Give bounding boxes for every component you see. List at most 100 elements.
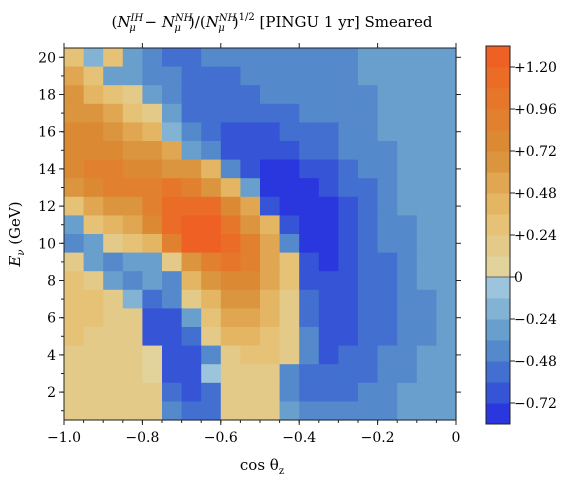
heatmap-cell: [338, 364, 359, 384]
colorbar-tick-label: +1.20: [514, 60, 557, 76]
heatmap-cell: [299, 66, 320, 86]
colorbar-band: [486, 235, 510, 257]
heatmap-cell: [279, 364, 300, 384]
heatmap-cell: [142, 345, 163, 365]
heatmap-cell: [318, 345, 339, 365]
y-axis-ticks: 2 4 6 8 10 12 14 16 18 20: [38, 50, 461, 412]
heatmap-cell: [201, 289, 222, 309]
heatmap-cell: [103, 252, 124, 272]
heatmap-cell: [181, 178, 202, 198]
heatmap-cell: [142, 178, 163, 198]
heatmap-cell: [397, 401, 418, 421]
heatmap-cell: [318, 327, 339, 347]
heatmap-cell: [220, 66, 241, 86]
heatmap-cell: [279, 103, 300, 123]
heatmap-cell: [103, 66, 124, 86]
heatmap-cell: [122, 252, 143, 272]
colorbar-tick-label: +0.96: [514, 102, 557, 118]
heatmap-cell: [358, 234, 379, 254]
heatmap-cell: [220, 215, 241, 235]
heatmap-cell: [318, 122, 339, 142]
heatmap-cell: [122, 215, 143, 235]
heatmap-cell: [162, 103, 183, 123]
heatmap-cell: [240, 48, 261, 68]
heatmap-cell: [279, 196, 300, 216]
heatmap-cell: [181, 252, 202, 272]
heatmap-cell: [377, 234, 398, 254]
colorbar-band: [486, 403, 510, 425]
heatmap-cell: [201, 327, 222, 347]
heatmap-cell: [338, 345, 359, 365]
heatmap-cell: [142, 252, 163, 272]
heatmap-cell: [338, 48, 359, 68]
heatmap-cell: [436, 401, 457, 421]
heatmap-cell: [279, 252, 300, 272]
heatmap-cell: [220, 289, 241, 309]
heatmap-cell: [318, 141, 339, 161]
heatmap-cell: [64, 178, 85, 198]
heatmap-cell: [122, 327, 143, 347]
heatmap-cell: [201, 271, 222, 291]
heatmap-cell: [299, 345, 320, 365]
heatmap-cell: [260, 103, 281, 123]
heatmap-cell: [416, 364, 437, 384]
y-tick-label: 8: [47, 274, 56, 290]
heatmap-cell: [103, 327, 124, 347]
heatmap-cell: [397, 122, 418, 142]
heatmap-cell: [162, 66, 183, 86]
x-tick-label: −0.2: [361, 430, 395, 446]
heatmap-cell: [318, 103, 339, 123]
heatmap-cell: [318, 382, 339, 402]
heatmap-cell: [240, 103, 261, 123]
heatmap-cell: [299, 215, 320, 235]
heatmap-cell: [122, 141, 143, 161]
heatmap-cell: [220, 85, 241, 105]
heatmap-cell: [103, 196, 124, 216]
heatmap-cell: [377, 401, 398, 421]
heatmap-cell: [201, 382, 222, 402]
heatmap-cell: [162, 327, 183, 347]
heatmap-cell: [64, 122, 85, 142]
heatmap-cell: [83, 141, 104, 161]
heatmap-cell: [162, 141, 183, 161]
heatmap-cell: [358, 85, 379, 105]
heatmap-cell: [260, 271, 281, 291]
heatmap-cell: [142, 215, 163, 235]
heatmap-cell: [240, 141, 261, 161]
heatmap-cell: [240, 159, 261, 179]
heatmap-cell: [416, 66, 437, 86]
heatmap-cell: [220, 271, 241, 291]
heatmap-cell: [358, 103, 379, 123]
heatmap-cell: [201, 85, 222, 105]
heatmap-cell: [220, 308, 241, 328]
heatmap-cell: [142, 327, 163, 347]
colorbar-band: [486, 172, 510, 194]
y-tick-label: 20: [38, 50, 56, 66]
colorbar-band: [486, 193, 510, 215]
heatmap-cell: [260, 122, 281, 142]
heatmap-cell: [338, 401, 359, 421]
heatmap-cell: [436, 308, 457, 328]
heatmap-cell: [377, 85, 398, 105]
heatmap-cell: [299, 122, 320, 142]
heatmap-cell: [299, 252, 320, 272]
heatmap-cell: [299, 289, 320, 309]
heatmap-cell: [122, 382, 143, 402]
heatmap-cell: [122, 178, 143, 198]
heatmap-cell: [318, 215, 339, 235]
heatmap-cell: [318, 234, 339, 254]
heatmap-cell: [397, 345, 418, 365]
heatmap-cell: [181, 85, 202, 105]
heatmap-cell: [318, 271, 339, 291]
y-tick-label: 4: [47, 348, 56, 364]
heatmap-cell: [377, 159, 398, 179]
heatmap-cell: [436, 141, 457, 161]
heatmap-cell: [299, 159, 320, 179]
heatmap-cell: [122, 289, 143, 309]
heatmap-cell: [162, 159, 183, 179]
heatmap-cell: [142, 103, 163, 123]
heatmap-cell: [240, 401, 261, 421]
heatmap-cell: [338, 66, 359, 86]
heatmap-cell: [416, 159, 437, 179]
